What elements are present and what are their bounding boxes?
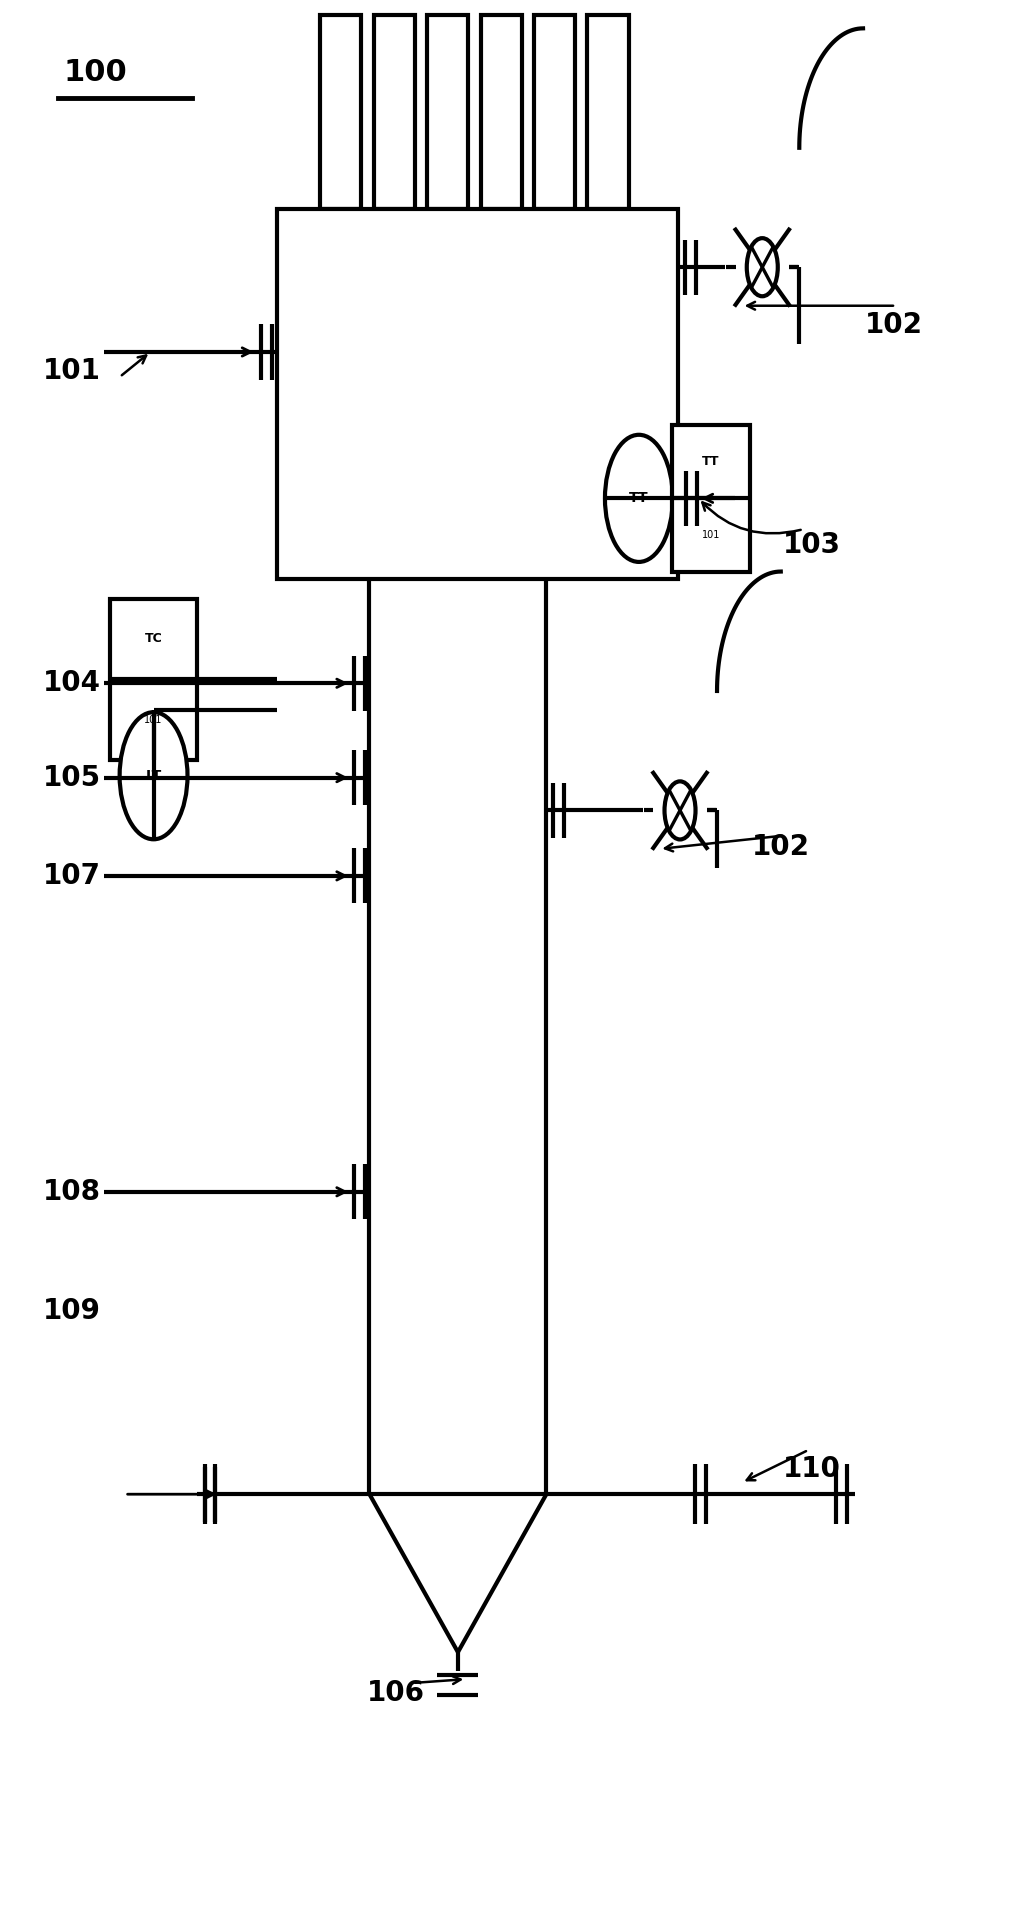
- Bar: [672, 424, 750, 571]
- Text: 110: 110: [783, 1454, 840, 1483]
- Text: 103: 103: [783, 530, 841, 559]
- Bar: [427, 15, 468, 210]
- Bar: [110, 598, 197, 760]
- Bar: [588, 15, 629, 210]
- Text: 108: 108: [42, 1179, 100, 1206]
- Circle shape: [605, 434, 673, 561]
- Bar: [373, 15, 414, 210]
- Text: 109: 109: [42, 1296, 100, 1325]
- Text: 105: 105: [42, 764, 101, 791]
- Bar: [534, 15, 575, 210]
- Text: 101: 101: [144, 716, 163, 725]
- Text: TT: TT: [702, 455, 720, 469]
- Text: 101: 101: [42, 357, 100, 386]
- Text: TC: TC: [144, 633, 163, 646]
- Text: 104: 104: [42, 669, 100, 696]
- Bar: [277, 210, 678, 579]
- Text: 101: 101: [702, 530, 720, 540]
- Text: TT: TT: [629, 492, 648, 505]
- Bar: [321, 15, 361, 210]
- Text: 102: 102: [865, 311, 923, 340]
- Text: LT: LT: [145, 770, 162, 783]
- Bar: [480, 15, 522, 210]
- Circle shape: [120, 712, 188, 839]
- Text: 106: 106: [366, 1678, 425, 1707]
- Circle shape: [665, 781, 696, 839]
- Text: 102: 102: [752, 833, 810, 860]
- Circle shape: [746, 237, 777, 297]
- Text: 100: 100: [63, 58, 127, 87]
- Text: 107: 107: [42, 862, 100, 889]
